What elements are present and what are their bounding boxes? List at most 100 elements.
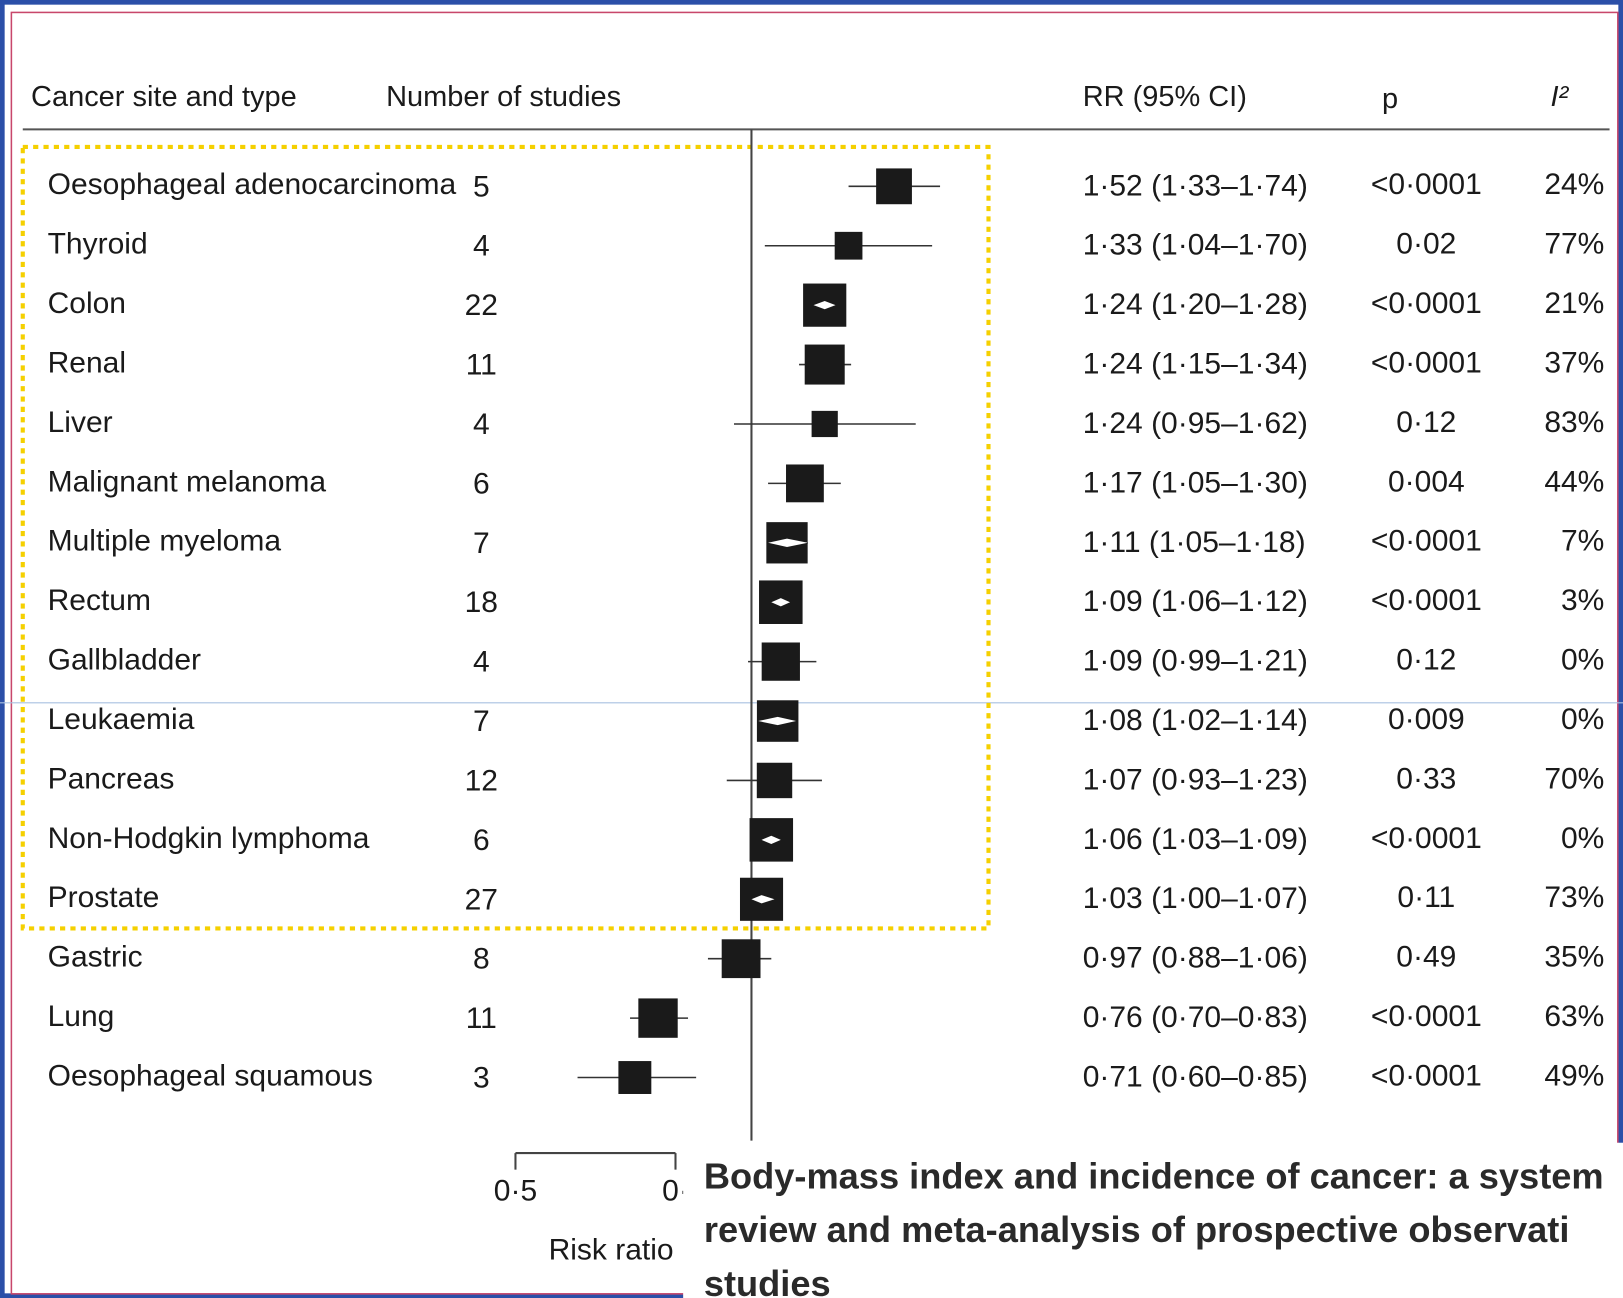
studies-count: 5 [473, 170, 490, 203]
ci-diamond [758, 716, 797, 726]
studies-count: 7 [473, 705, 490, 738]
p-value: <0·0001 [1371, 1059, 1482, 1092]
ci-diamond [761, 835, 781, 845]
i2-value: 24% [1544, 168, 1604, 201]
i2-value: 77% [1544, 228, 1604, 261]
studies-count: 11 [466, 1002, 497, 1035]
header-site: Cancer site and type [31, 81, 297, 113]
x-tick-label: 0·5 [494, 1174, 537, 1207]
estimate-box [804, 344, 845, 385]
rr-label: 0·71 (0·60–0·85) [1083, 1060, 1308, 1093]
studies-count: 3 [473, 1062, 490, 1095]
title-panel [683, 1142, 1623, 1298]
rr-label: 1·24 (0·95–1·62) [1083, 407, 1308, 440]
rr-label: 1·09 (1·06–1·12) [1083, 585, 1308, 618]
estimate-box [761, 642, 800, 681]
site-label: Non-Hodgkin lymphoma [48, 822, 370, 855]
i2-value: 49% [1544, 1059, 1604, 1092]
header-studies: Number of studies [386, 81, 621, 113]
ci-diamond [751, 895, 775, 904]
estimate-box [618, 1061, 652, 1094]
estimate-box [811, 410, 838, 438]
studies-count: 12 [465, 764, 498, 797]
p-value: <0·0001 [1371, 287, 1482, 320]
site-label: Multiple myeloma [48, 525, 282, 558]
i2-value: 73% [1544, 881, 1604, 914]
site-label: Liver [48, 406, 113, 439]
p-value: 0·009 [1388, 703, 1465, 736]
rr-label: 1·24 (1·20–1·28) [1083, 288, 1308, 321]
rr-label: 1·33 (1·04–1·70) [1083, 229, 1308, 262]
x-axis-label: Risk ratio ( [549, 1233, 692, 1266]
site-label: Pancreas [48, 762, 175, 795]
i2-value: 83% [1544, 406, 1604, 439]
estimate-box [786, 464, 824, 503]
studies-count: 27 [465, 883, 498, 916]
header-rr: RR (95% CI) [1083, 81, 1247, 113]
site-label: Malignant melanoma [48, 465, 327, 498]
rr-label: 0·97 (0·88–1·06) [1083, 942, 1308, 975]
i2-value: 35% [1544, 941, 1604, 974]
site-label: Thyroid [48, 228, 148, 261]
site-label: Renal [48, 346, 126, 379]
studies-count: 6 [473, 824, 490, 857]
site-label: Gallbladder [48, 644, 201, 677]
site-label: Oesophageal squamous [48, 1059, 373, 1092]
site-label: Oesophageal adenocarcinoma [48, 168, 457, 201]
i2-value: 63% [1544, 1000, 1604, 1033]
rr-label: 1·24 (1·15–1·34) [1083, 348, 1308, 381]
studies-count: 22 [465, 289, 498, 322]
p-value: 0·004 [1388, 465, 1465, 498]
studies-count: 4 [473, 408, 490, 441]
estimate-box [876, 168, 912, 205]
studies-count: 11 [466, 349, 497, 382]
p-value: 0·33 [1396, 762, 1456, 795]
p-value: <0·0001 [1371, 168, 1482, 201]
i2-value: 3% [1561, 584, 1604, 617]
i2-value: 21% [1544, 287, 1604, 320]
ci-diamond [771, 598, 791, 607]
rr-label: 1·09 (0·99–1·21) [1083, 645, 1308, 678]
rr-label: 1·17 (1·05–1·30) [1083, 466, 1308, 499]
i2-value: 37% [1544, 346, 1604, 379]
title-line: studies [704, 1263, 831, 1298]
p-value: 0·12 [1396, 644, 1456, 677]
title-line: review and meta-analysis of prospective … [704, 1209, 1570, 1250]
highlight-box [20, 144, 991, 931]
site-label: Colon [48, 287, 126, 320]
rr-label: 0·76 (0·70–0·83) [1083, 1001, 1308, 1034]
site-label: Rectum [48, 584, 151, 617]
site-label: Lung [48, 1000, 115, 1033]
p-value: <0·0001 [1371, 525, 1482, 558]
header-p: p [1382, 83, 1398, 115]
p-value: <0·0001 [1371, 346, 1482, 379]
ci-diamond [768, 538, 808, 547]
rr-label: 1·03 (1·00–1·07) [1083, 882, 1308, 915]
p-value: <0·0001 [1371, 584, 1482, 617]
rr-label: 1·52 (1·33–1·74) [1083, 169, 1308, 202]
i2-value: 70% [1544, 762, 1604, 795]
rr-label: 1·11 (1·05–1·18) [1083, 526, 1306, 559]
p-value: 0·02 [1396, 228, 1456, 261]
p-value: 0·11 [1397, 881, 1455, 914]
studies-count: 8 [473, 943, 490, 976]
estimate-box [756, 762, 793, 799]
studies-count: 6 [473, 467, 490, 500]
studies-count: 4 [473, 646, 490, 679]
site-label: Gastric [48, 941, 143, 974]
i2-value: 0% [1561, 822, 1604, 855]
estimate-box [721, 939, 761, 979]
p-value: <0·0001 [1371, 1000, 1482, 1033]
i2-value: 44% [1544, 465, 1604, 498]
rr-label: 1·07 (0·93–1·23) [1083, 763, 1308, 796]
title-line: Body-mass index and incidence of cancer:… [704, 1155, 1604, 1196]
site-label: Prostate [48, 881, 160, 914]
ci-diamond [813, 301, 836, 310]
rr-label: 1·06 (1·03–1·09) [1083, 823, 1308, 856]
rr-label: 1·08 (1·02–1·14) [1083, 704, 1308, 737]
i2-value: 7% [1561, 525, 1604, 558]
estimate-box [638, 998, 678, 1038]
